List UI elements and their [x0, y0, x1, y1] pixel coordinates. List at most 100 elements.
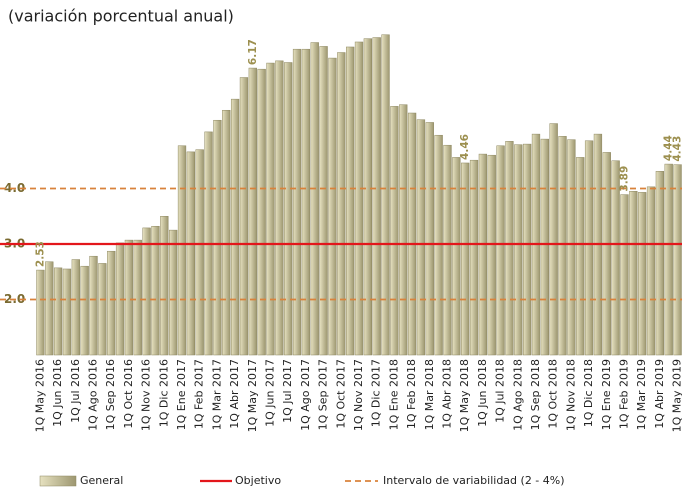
bar	[416, 119, 426, 356]
bar	[602, 152, 611, 356]
bar	[664, 163, 673, 356]
bar	[230, 98, 240, 356]
bar	[133, 239, 142, 356]
bar	[195, 149, 204, 356]
bar	[257, 68, 266, 356]
bar	[646, 186, 656, 356]
bar	[354, 41, 364, 356]
legend-label: Objetivo	[235, 474, 281, 487]
x-tick-label: 1Q Nov 2018	[564, 359, 577, 431]
x-tick-label: 1Q Ago 2017	[299, 359, 312, 431]
bar	[151, 225, 160, 356]
x-tick-label: 1Q Jun 2018	[476, 359, 489, 427]
x-tick-label: 1Q Mar 2019	[635, 359, 648, 430]
bar	[160, 216, 169, 356]
bar	[620, 194, 629, 356]
bar	[487, 154, 496, 356]
data-label: 6.17	[247, 39, 259, 65]
x-tick-label: 1Q May 2017	[246, 359, 259, 432]
x-tick-label: 1Q Ene 2017	[175, 359, 188, 430]
bar	[45, 261, 54, 356]
bar	[319, 46, 328, 356]
x-tick-label: 1Q Sep 2017	[317, 359, 330, 430]
x-tick-label: 1Q Ago 2018	[511, 359, 524, 431]
bar	[80, 265, 89, 356]
data-label: 4.44	[663, 135, 675, 161]
bar	[89, 255, 98, 356]
x-tick-label: 1Q Abr 2017	[228, 359, 241, 429]
x-tick-label: 1Q Feb 2017	[193, 359, 206, 429]
bar	[629, 191, 638, 356]
x-tick-label: 1Q Jul 2016	[69, 359, 82, 423]
legend-swatch	[39, 475, 77, 487]
bar	[186, 151, 196, 356]
x-tick-label: 1Q Dic 2016	[157, 359, 170, 427]
bar	[71, 259, 80, 356]
bar	[461, 162, 470, 356]
bar	[522, 143, 532, 356]
bar	[407, 112, 417, 356]
data-label: 4.43	[672, 136, 682, 162]
bar	[213, 119, 222, 356]
x-tick-label: 1Q Oct 2017	[334, 359, 347, 429]
bar	[425, 122, 434, 356]
bar	[62, 268, 72, 356]
bar	[292, 48, 302, 356]
bar	[673, 164, 682, 356]
bar	[266, 62, 275, 356]
bar	[443, 144, 452, 356]
bar	[177, 145, 187, 356]
bar	[363, 38, 372, 356]
bar	[169, 229, 178, 356]
bar	[142, 227, 151, 356]
x-tick-label: 1Q Abr 2018	[440, 359, 453, 429]
x-tick-label: 1Q May 2016	[33, 359, 46, 432]
x-tick-label: 1Q Abr 2019	[653, 359, 666, 429]
x-tick-label: 1Q Ene 2018	[387, 359, 400, 430]
x-tick-label: 1Q Sep 2016	[104, 359, 117, 430]
x-tick-label: 1Q Feb 2019	[617, 359, 630, 429]
x-tick-label: 1Q May 2018	[458, 359, 471, 432]
x-tick-label: 1Q Mar 2018	[423, 359, 436, 430]
bar	[222, 109, 231, 356]
bar	[496, 145, 505, 356]
data-label: 3.89	[618, 166, 630, 192]
x-tick-label: 1Q Oct 2018	[547, 359, 560, 429]
bar	[584, 140, 594, 356]
x-tick-label: 1Q Feb 2018	[405, 359, 418, 429]
legend-label: General	[80, 474, 123, 487]
bar	[390, 106, 399, 356]
bar	[328, 57, 337, 356]
x-tick-label: 1Q Oct 2016	[122, 359, 135, 429]
bar	[248, 67, 257, 356]
x-tick-label: 1Q Jun 2017	[264, 359, 277, 427]
x-tick-label: 1Q Jun 2016	[51, 359, 64, 427]
data-label: 4.46	[459, 134, 471, 160]
bar	[107, 250, 116, 356]
bar	[98, 263, 107, 356]
bar	[381, 34, 390, 356]
x-tick-label: 1Q Nov 2016	[140, 359, 153, 431]
bar	[452, 157, 461, 356]
bar	[337, 52, 346, 356]
x-tick-label: 1Q Nov 2017	[352, 359, 365, 431]
bar	[655, 171, 665, 356]
chart-title: (variación porcentual anual)	[8, 7, 234, 26]
x-tick-label: 1Q Ago 2016	[87, 359, 100, 431]
x-tick-label: 1Q Jul 2017	[281, 359, 294, 423]
bar	[310, 42, 319, 356]
x-tick-label: 1Q Jul 2018	[494, 359, 507, 423]
bar	[567, 139, 576, 356]
x-tick-label: 1Q Dic 2017	[370, 359, 383, 427]
bar	[284, 62, 293, 356]
bar	[478, 153, 488, 356]
bar	[549, 123, 558, 356]
bar	[53, 267, 63, 356]
bar	[469, 159, 479, 356]
bar	[558, 136, 567, 356]
bar	[124, 239, 134, 356]
bar	[434, 134, 443, 356]
x-tick-label: 1Q Ene 2019	[600, 359, 613, 430]
bar	[638, 192, 647, 356]
